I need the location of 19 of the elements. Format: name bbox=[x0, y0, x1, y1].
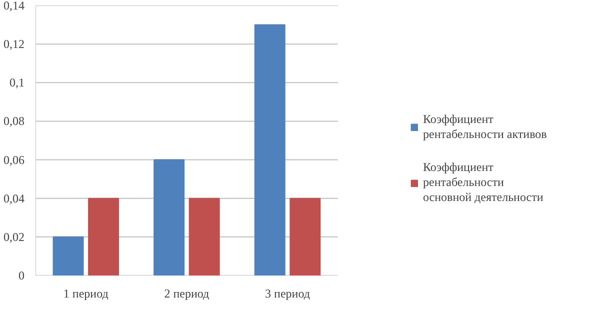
bar bbox=[52, 236, 84, 276]
bar bbox=[254, 24, 286, 276]
y-tick-label: 0,1 bbox=[10, 76, 24, 90]
x-tick-label: 3 период bbox=[265, 286, 310, 300]
bar bbox=[290, 198, 321, 276]
legend-label: Коэффициент рентабельности основной деятельности bbox=[423, 160, 544, 205]
x-tick-label: 2 период bbox=[164, 286, 210, 300]
y-tick-label: 0,14 bbox=[4, 0, 24, 12]
y-tick-label: 0,02 bbox=[4, 230, 24, 244]
y-tick-label: 0,04 bbox=[4, 191, 24, 206]
y-tick-label: 0 bbox=[18, 268, 24, 282]
bar bbox=[188, 198, 220, 276]
y-tick-label: 0,06 bbox=[4, 152, 24, 167]
bar bbox=[88, 198, 120, 276]
x-tick-label: 1 период bbox=[63, 286, 108, 300]
legend-label: Коэффициент рентабельности активов bbox=[423, 112, 547, 142]
y-tick-label: 0,08 bbox=[4, 114, 24, 128]
bar bbox=[154, 159, 185, 276]
y-tick-label: 0,12 bbox=[4, 37, 24, 52]
